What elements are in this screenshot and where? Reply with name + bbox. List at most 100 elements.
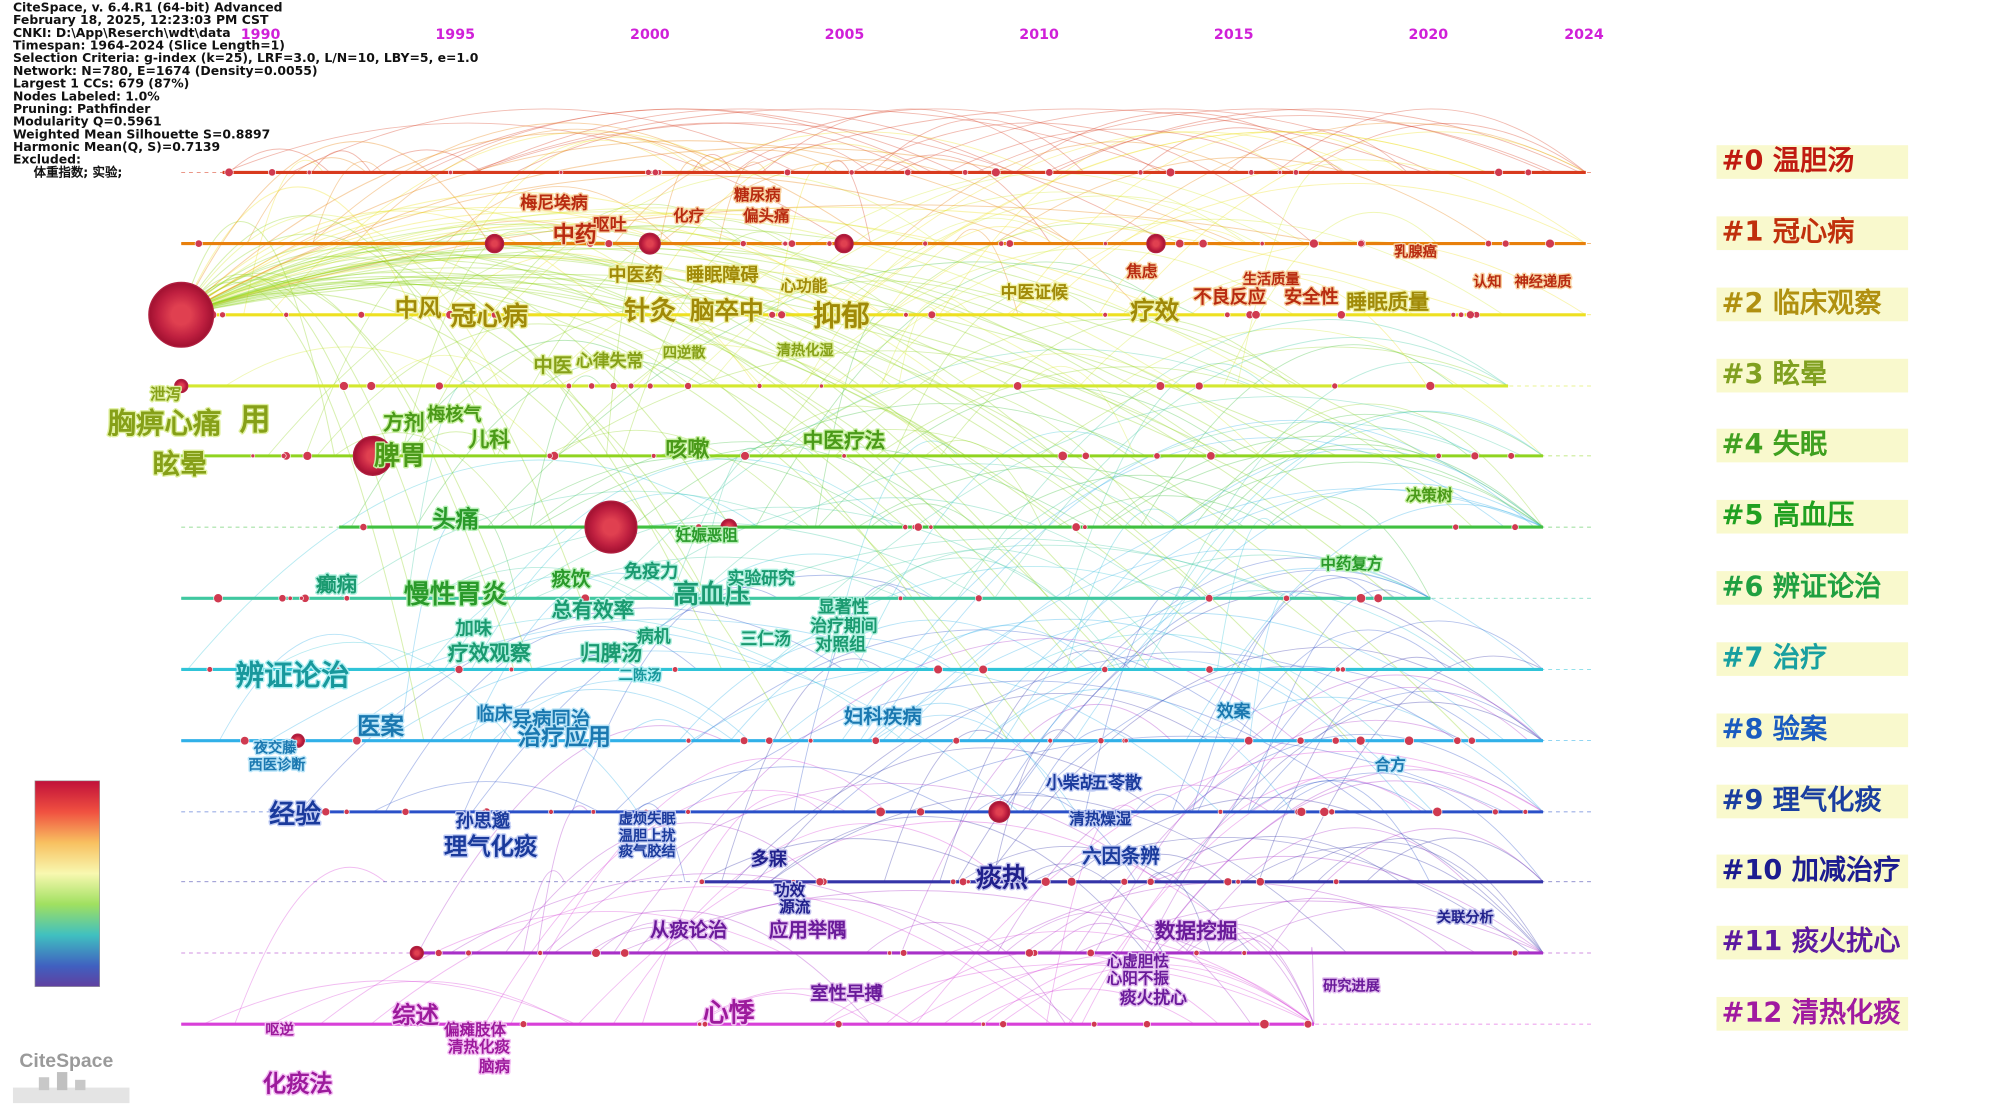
citation-link [243, 159, 324, 315]
citation-link [1105, 448, 1544, 528]
node [343, 808, 350, 815]
citation-link [1254, 403, 1544, 528]
keyword-label: 中医 [533, 354, 572, 377]
citation-link [1149, 769, 1544, 954]
hub-node [638, 232, 661, 255]
node [467, 1020, 475, 1028]
citation-link [621, 719, 697, 741]
citation-link [924, 439, 1043, 528]
citation-link [975, 792, 1137, 883]
year-label: 1990 [241, 27, 281, 43]
citation-link [983, 646, 1542, 883]
citation-link [510, 757, 888, 1025]
keyword-label: 显著性 [818, 596, 869, 616]
citation-link [180, 240, 1050, 599]
citation-link [614, 629, 1266, 813]
header-line: Pruning: Pathfinder [13, 101, 151, 116]
keyword-label: 心功能 [781, 276, 828, 295]
node [366, 381, 376, 391]
citation-link [1004, 448, 1544, 741]
cluster-label: #3 眩晕 [1722, 358, 1827, 390]
node [558, 170, 564, 175]
citation-link [956, 590, 1473, 883]
citation-link [484, 789, 848, 1025]
node [950, 878, 957, 885]
citation-link [953, 353, 1261, 457]
citation-link [1230, 620, 1544, 813]
keyword-label: 冠心病 [450, 302, 528, 332]
node [848, 169, 855, 176]
citation-link [269, 641, 513, 741]
citation-link [823, 159, 872, 244]
node [1224, 311, 1231, 318]
node [1206, 451, 1216, 461]
citation-link [602, 348, 1254, 599]
citation-link [415, 359, 704, 528]
hub-node [148, 281, 215, 348]
hub-node [484, 233, 505, 254]
node [875, 806, 886, 817]
node [401, 807, 410, 816]
citation-link [180, 206, 763, 387]
node [445, 310, 455, 320]
keyword-label: 糖尿病 [734, 185, 781, 204]
node [1194, 381, 1204, 391]
keyword-label: 总有效率 [551, 598, 634, 622]
node [591, 948, 601, 958]
node [1334, 666, 1341, 673]
node [902, 524, 909, 531]
node [834, 1020, 843, 1029]
keyword-label: 慢性胃炎 [404, 580, 508, 610]
node [1331, 736, 1340, 745]
node [965, 879, 971, 885]
node [454, 665, 464, 674]
citation-link [304, 232, 505, 457]
node [1175, 239, 1185, 249]
citation-link [992, 729, 1077, 882]
node [782, 240, 788, 247]
node [573, 737, 581, 745]
keyword-label: 心阳不振 [1107, 968, 1170, 987]
citation-link [734, 143, 870, 173]
keyword-label: 医案 [357, 712, 404, 740]
citation-link [553, 909, 871, 1025]
node [1235, 879, 1241, 885]
citation-link [1055, 495, 1273, 528]
citation-link [614, 149, 840, 244]
node [1355, 735, 1366, 746]
citation-link [683, 191, 1259, 387]
citation-link [291, 108, 798, 173]
citation-link [1184, 827, 1466, 954]
year-label: 2000 [630, 27, 670, 43]
citation-link [426, 220, 712, 316]
logo-bar [75, 1079, 86, 1091]
keyword-label: 治疗期间 [810, 616, 877, 636]
citation-link [730, 619, 1061, 741]
node [1244, 736, 1254, 746]
citation-link [180, 273, 413, 599]
citation-link [1014, 111, 1345, 173]
node [1373, 593, 1383, 604]
node [609, 382, 618, 390]
node [998, 240, 1005, 247]
citation-link [181, 282, 906, 528]
node [897, 595, 904, 601]
citation-link [873, 714, 1077, 813]
node [1467, 736, 1476, 745]
header-line: CiteSpace, v. 6.4.R1 (64-bit) Advanced [13, 0, 283, 14]
hub-node [174, 378, 189, 394]
node [815, 877, 825, 887]
citation-link [654, 271, 885, 316]
citation-link [1186, 897, 1449, 954]
node [962, 169, 969, 176]
citation-link [298, 607, 844, 813]
citation-link [893, 288, 1099, 457]
node [627, 382, 635, 390]
citation-link [940, 317, 1293, 457]
hub-node [409, 945, 424, 961]
node [1501, 239, 1510, 248]
citation-link [636, 928, 700, 954]
citation-link [180, 214, 501, 387]
citation-link [915, 750, 1544, 1025]
